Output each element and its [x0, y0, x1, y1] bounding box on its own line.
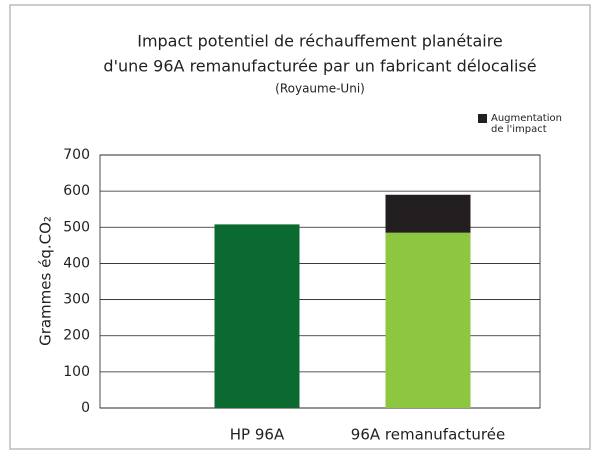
- y-axis-label: Grammes éq.CO₂: [37, 216, 55, 346]
- legend-swatch: [478, 114, 487, 123]
- y-tick-label: 700: [63, 147, 90, 163]
- y-tick-label: 600: [63, 183, 90, 199]
- y-tick-label: 200: [63, 328, 90, 344]
- y-tick-label: 500: [63, 219, 90, 235]
- y-tick-label: 400: [63, 255, 90, 271]
- y-tick-label: 100: [63, 364, 90, 380]
- chart-title: Impact potentiel de réchauffement planét…: [137, 32, 503, 51]
- plot-border: [99, 154, 541, 409]
- x-tick-label: 96A remanufacturée: [351, 426, 505, 444]
- bar-segment: [214, 224, 300, 408]
- legend: Augmentation de l'impact: [478, 113, 568, 135]
- y-tick-label: 0: [81, 400, 90, 416]
- bar-segment: [385, 232, 471, 408]
- frame: [9, 4, 591, 450]
- chart-title: d'une 96A remanufacturée par un fabrican…: [103, 57, 536, 76]
- x-tick-label: HP 96A: [230, 426, 285, 444]
- bar-segment: [385, 194, 471, 233]
- chart-subtitle: (Royaume-Uni): [275, 82, 365, 96]
- y-tick-label: 300: [63, 292, 90, 308]
- legend-label: Augmentation de l'impact: [491, 113, 562, 135]
